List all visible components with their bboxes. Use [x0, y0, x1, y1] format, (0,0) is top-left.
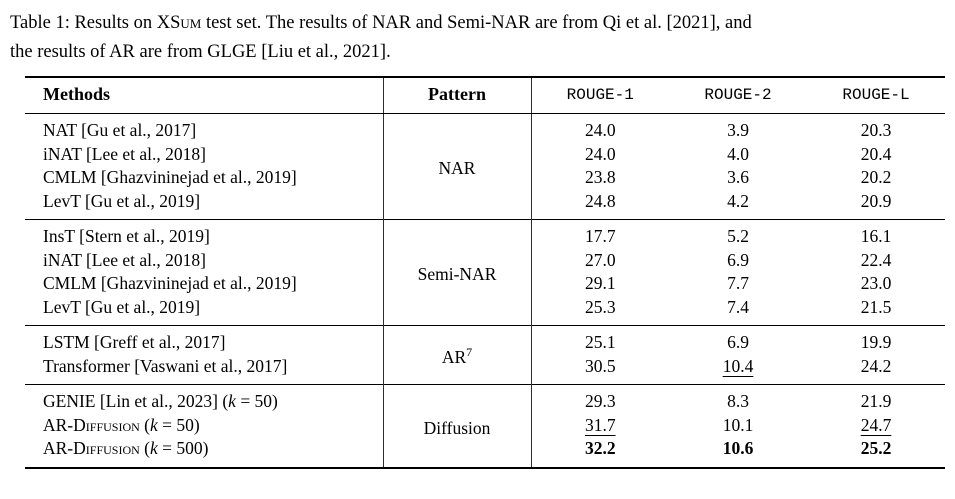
- rouge1-cell: 31.7: [584, 414, 616, 435]
- col-header-rougeL: ROUGE-L: [807, 77, 945, 114]
- pattern-cell: Semi-NAR: [383, 219, 532, 326]
- group-diffusion: GENIE [Lin et al., 2023] (k = 50) Diffus…: [25, 384, 945, 468]
- rouge1-cell: 27.0: [584, 249, 616, 270]
- col-header-methods: Methods: [25, 77, 384, 114]
- table-row: iNAT [Lee et al., 2018] 24.0 4.0 20.4: [25, 142, 945, 166]
- rougeL-cell: 20.4: [860, 143, 892, 164]
- method-cell: AR-Diffusion (k = 500): [25, 437, 384, 468]
- rouge2-cell: 7.4: [727, 296, 749, 317]
- method-cell: Transformer [Vaswani et al., 2017]: [25, 354, 384, 385]
- method-cell: InsT [Stern et al., 2019]: [25, 219, 384, 249]
- results-table: Methods Pattern ROUGE-1 ROUGE-2 ROUGE-L …: [25, 76, 945, 469]
- rouge2-cell: 3.9: [727, 120, 749, 140]
- rouge2-cell: 10.1: [722, 414, 754, 435]
- col-header-rouge2: ROUGE-2: [669, 77, 807, 114]
- table-row: GENIE [Lin et al., 2023] (k = 50) Diffus…: [25, 384, 945, 468]
- header-row: Methods Pattern ROUGE-1 ROUGE-2 ROUGE-L: [25, 77, 945, 114]
- rougeL-cell: 22.4: [860, 249, 892, 270]
- caption-line1-suffix: test set. The results of NAR and Semi-NA…: [201, 13, 752, 33]
- rougeL-cell: 21.5: [860, 296, 892, 317]
- rouge1-cell: 29.1: [584, 273, 616, 293]
- group-nar: NAT [Gu et al., 2017] NAR 24.0 3.9 20.3 …: [25, 113, 945, 220]
- table-header: Methods Pattern ROUGE-1 ROUGE-2 ROUGE-L: [25, 77, 945, 114]
- rouge1-cell: 29.3: [584, 391, 616, 411]
- rouge1-cell: 32.2: [584, 438, 616, 458]
- rouge2-cell: 5.2: [727, 226, 749, 246]
- table-row: AR-Diffusion (k = 500) 32.2 10.6 25.2: [25, 437, 945, 468]
- rouge2-cell: 7.7: [727, 273, 749, 293]
- col-header-pattern: Pattern: [383, 77, 532, 114]
- rouge1-cell: 24.8: [584, 190, 616, 211]
- rouge2-cell: 3.6: [727, 167, 749, 187]
- method-cell: CMLM [Ghazvininejad et al., 2019]: [25, 272, 384, 296]
- dataset-name: XSum: [156, 13, 202, 33]
- rouge2-cell: 4.0: [727, 143, 749, 164]
- table-row: Transformer [Vaswani et al., 2017] 30.5 …: [25, 354, 945, 385]
- method-cell: GENIE [Lin et al., 2023] (k = 50): [25, 384, 384, 414]
- pattern-cell: AR7: [383, 325, 532, 385]
- rouge2-cell: 6.9: [727, 249, 749, 270]
- table-row: CMLM [Ghazvininejad et al., 2019] 23.8 3…: [25, 166, 945, 190]
- col-header-rouge1: ROUGE-1: [531, 77, 669, 114]
- rougeL-cell: 19.9: [860, 332, 892, 352]
- rougeL-cell: 20.9: [860, 190, 892, 211]
- rouge1-cell: 17.7: [584, 226, 616, 246]
- rouge1-cell: 30.5: [584, 355, 616, 376]
- rouge2-cell: 10.6: [722, 438, 754, 458]
- rouge1-cell: 23.8: [584, 167, 616, 187]
- method-cell: AR-Diffusion (k = 50): [25, 413, 384, 437]
- table-row: LevT [Gu et al., 2019] 24.8 4.2 20.9: [25, 189, 945, 220]
- method-cell: LSTM [Greff et al., 2017]: [25, 325, 384, 355]
- rouge1-cell: 24.0: [584, 120, 616, 140]
- pattern-footnote-marker: 7: [466, 344, 473, 359]
- rouge1-cell: 25.1: [584, 332, 616, 352]
- table-row: CMLM [Ghazvininejad et al., 2019] 29.1 7…: [25, 272, 945, 296]
- rouge1-cell: 24.0: [584, 143, 616, 164]
- rougeL-cell: 16.1: [860, 226, 892, 246]
- rouge2-cell: 4.2: [727, 190, 749, 211]
- rougeL-cell: 20.3: [860, 120, 892, 140]
- group-semi-nar: InsT [Stern et al., 2019] Semi-NAR 17.7 …: [25, 219, 945, 326]
- method-cell: NAT [Gu et al., 2017]: [25, 113, 384, 143]
- rougeL-cell: 23.0: [860, 273, 892, 293]
- rougeL-cell: 21.9: [860, 391, 892, 411]
- rougeL-cell: 24.2: [860, 355, 892, 376]
- pattern-cell: Diffusion: [383, 384, 532, 468]
- method-cell: LevT [Gu et al., 2019]: [25, 295, 384, 326]
- table-row: LSTM [Greff et al., 2017] AR7 25.1 6.9 1…: [25, 325, 945, 385]
- method-cell: iNAT [Lee et al., 2018]: [25, 248, 384, 272]
- group-ar: LSTM [Greff et al., 2017] AR7 25.1 6.9 1…: [25, 325, 945, 385]
- rougeL-cell: 25.2: [860, 438, 892, 458]
- table-caption: Table 1: Results on XSum test set. The r…: [10, 9, 948, 66]
- table-row: InsT [Stern et al., 2019] Semi-NAR 17.7 …: [25, 219, 945, 326]
- table-row: LevT [Gu et al., 2019] 25.3 7.4 21.5: [25, 295, 945, 326]
- caption-line1-prefix: Table 1: Results on: [10, 13, 157, 33]
- rouge2-cell: 10.4: [722, 355, 754, 376]
- method-cell: iNAT [Lee et al., 2018]: [25, 142, 384, 166]
- method-cell: CMLM [Ghazvininejad et al., 2019]: [25, 166, 384, 190]
- table-row: AR-Diffusion (k = 50) 31.7 10.1 24.7: [25, 413, 945, 437]
- table-row: NAT [Gu et al., 2017] NAR 24.0 3.9 20.3: [25, 113, 945, 220]
- caption-line2: the results of AR are from GLGE [Liu et …: [10, 41, 391, 62]
- rougeL-cell: 20.2: [860, 167, 892, 187]
- method-cell: LevT [Gu et al., 2019]: [25, 189, 384, 220]
- pattern-cell: NAR: [383, 113, 532, 220]
- table-row: iNAT [Lee et al., 2018] 27.0 6.9 22.4: [25, 248, 945, 272]
- rougeL-cell: 24.7: [860, 414, 892, 435]
- rouge2-cell: 6.9: [727, 332, 749, 352]
- rouge1-cell: 25.3: [584, 296, 616, 317]
- rouge2-cell: 8.3: [727, 391, 749, 411]
